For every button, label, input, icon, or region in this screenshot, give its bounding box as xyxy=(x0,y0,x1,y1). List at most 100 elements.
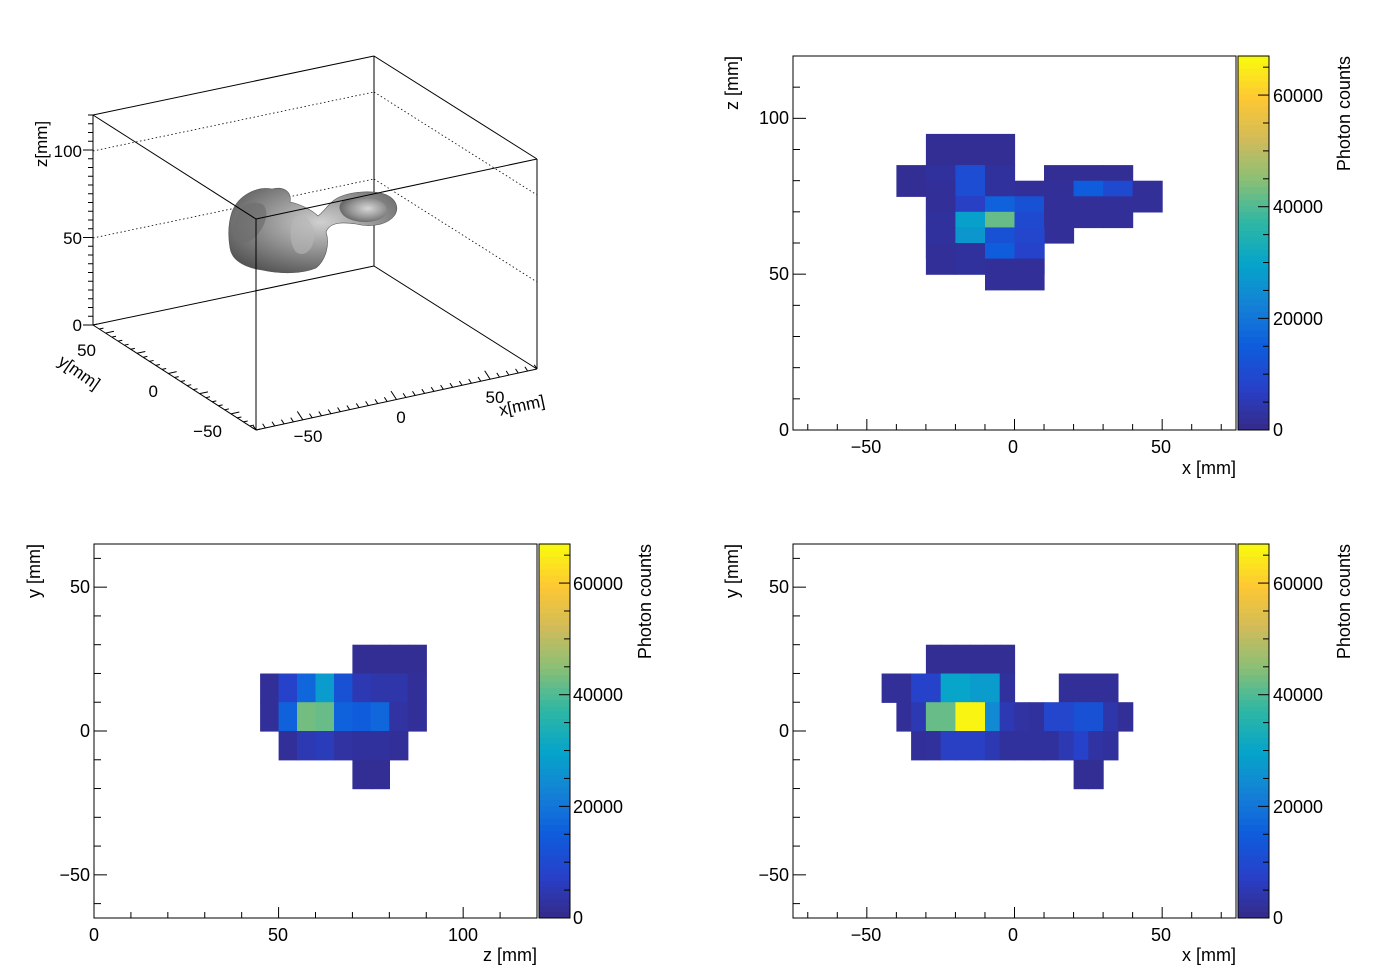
heatmap-bin xyxy=(955,673,971,703)
heatmap-bin xyxy=(896,673,912,703)
colorbar-step xyxy=(1238,836,1269,844)
heatmap-bin xyxy=(389,673,409,703)
y-axis-title: z [mm] xyxy=(722,56,742,110)
colorbar-step xyxy=(539,699,570,707)
heatmap-bin xyxy=(334,702,354,732)
colorbar-step xyxy=(1238,674,1269,682)
heatmap-bin xyxy=(1073,673,1089,703)
heatmap-bin xyxy=(1073,731,1089,761)
y-tick xyxy=(224,408,229,411)
colorbar-ticks xyxy=(1258,66,1269,431)
colorbar-step xyxy=(539,874,570,882)
colorbar-step xyxy=(539,544,570,551)
colorbar-step xyxy=(1238,105,1269,113)
colorbar-step xyxy=(1238,712,1269,720)
colorbar-step xyxy=(539,606,570,614)
y-tick xyxy=(111,335,117,338)
x-tick xyxy=(440,384,444,390)
heatmap-bin xyxy=(260,673,280,703)
heatmap-bin xyxy=(297,673,317,703)
heatmap-bin xyxy=(925,644,942,675)
colorbar-step xyxy=(1238,905,1269,913)
heatmap-bin xyxy=(352,759,372,790)
heatmap-bin xyxy=(925,673,942,703)
colorbar-step xyxy=(1238,317,1269,325)
heatmap-bin xyxy=(955,133,986,166)
colorbar-gradient xyxy=(1238,56,1269,431)
heatmap-bin xyxy=(1088,702,1104,732)
3d-axis-ticks xyxy=(83,114,538,431)
3d-z-tick-label: 50 xyxy=(63,229,82,248)
heatmap-bin xyxy=(1014,702,1030,732)
colorbar-step xyxy=(1238,681,1269,688)
colorbar-step xyxy=(1238,348,1269,356)
y-tick xyxy=(105,330,115,334)
colorbar-step xyxy=(1238,87,1269,94)
x-tick xyxy=(468,378,472,384)
colorbar: 0 20000 40000 60000 Photon counts xyxy=(1237,55,1354,440)
colorbar-step xyxy=(1238,805,1269,813)
colorbar-step xyxy=(1238,618,1269,626)
colorbar-step xyxy=(539,805,570,813)
colorbar-title: Photon counts xyxy=(1334,544,1354,659)
heatmap-bin xyxy=(370,731,390,761)
heatmap-bin xyxy=(1103,673,1119,703)
colorbar-step xyxy=(539,712,570,720)
colorbar-step xyxy=(539,612,570,620)
heatmap-bin xyxy=(911,673,927,703)
heatmap-bin xyxy=(985,258,1016,291)
colorbar-step xyxy=(539,880,570,888)
heatmap-bin xyxy=(370,673,390,703)
colorbar-step xyxy=(1238,286,1269,294)
colorbar-step xyxy=(1238,361,1269,369)
x-tick xyxy=(533,364,538,370)
heatmap-bin xyxy=(970,673,986,703)
3d-x-tick-label: 50 xyxy=(486,388,505,407)
axis-ticks-xz xyxy=(793,55,1222,431)
panel-xz-heatmap: −50 0 50 x [mm] 0 50 100 z [mm] 0 20000 … xyxy=(722,55,1354,478)
x-tick-label: 50 xyxy=(268,925,288,945)
colorbar-step xyxy=(1238,398,1269,406)
heatmap-bin xyxy=(334,731,354,761)
colorbar-step xyxy=(1238,99,1269,107)
colorbar-step xyxy=(539,649,570,657)
x-tick-label: 50 xyxy=(1151,437,1171,457)
y-tick xyxy=(180,380,186,383)
y-axis-title: y [mm] xyxy=(722,544,742,598)
colorbar-title: Photon counts xyxy=(635,544,655,659)
heatmap-bin xyxy=(940,702,957,732)
heatmap-bins-xy xyxy=(881,644,1134,790)
heatmap-bin xyxy=(970,644,986,675)
heatmap-bin xyxy=(970,731,986,761)
y-tick xyxy=(218,404,223,407)
colorbar-step xyxy=(539,600,570,607)
heatmap-bin xyxy=(1058,731,1075,761)
colorbar-step xyxy=(1238,280,1269,288)
y-tick xyxy=(149,359,154,362)
colorbar-step xyxy=(1238,68,1269,76)
colorbar-step xyxy=(1238,824,1269,832)
colorbar-step xyxy=(539,662,570,670)
colorbar-step xyxy=(1238,544,1269,551)
heatmap-bin xyxy=(297,731,317,761)
x-tick xyxy=(505,370,510,376)
colorbar-step xyxy=(1238,161,1269,169)
x-tick xyxy=(252,425,257,431)
heatmap-bin xyxy=(315,702,335,732)
heatmap-bin xyxy=(1044,702,1060,732)
colorbar-step xyxy=(1238,56,1269,63)
y-tick xyxy=(249,424,255,427)
colorbar-step xyxy=(1238,93,1269,101)
heatmap-bin xyxy=(999,673,1016,703)
heatmap-bin xyxy=(955,243,986,275)
heatmap-bin xyxy=(1103,702,1119,732)
y-tick xyxy=(186,384,192,387)
colorbar-tick-label: 60000 xyxy=(573,574,623,594)
3d-y-tick-label: 0 xyxy=(149,382,158,401)
colorbar-step xyxy=(539,625,570,632)
colorbar-step xyxy=(1238,768,1269,776)
colorbar-step xyxy=(539,550,570,557)
x-tick-label: 0 xyxy=(1008,437,1018,457)
heatmap-bin xyxy=(260,702,280,732)
colorbar-step xyxy=(1238,174,1269,182)
